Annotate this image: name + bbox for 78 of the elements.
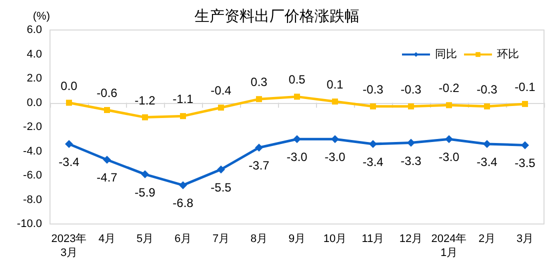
point (408, 103, 414, 110)
x-tick-label: 6月 (174, 233, 192, 245)
data-label: -1.2 (134, 93, 156, 108)
point (255, 144, 263, 152)
point (217, 165, 225, 174)
y-tick-label: 6.0 (26, 24, 42, 36)
point (484, 103, 490, 110)
data-label: -3.7 (248, 158, 270, 173)
x-tick-label: 9月 (288, 233, 306, 245)
data-label: -0.3 (400, 82, 422, 96)
y-tick-label: -8.0 (23, 194, 42, 206)
y-tick-label: -10.0 (16, 218, 42, 230)
data-label: 0.0 (60, 78, 78, 93)
data-label: -0.2 (438, 81, 460, 96)
data-label: -0.3 (362, 82, 384, 96)
point (142, 114, 148, 120)
data-label: -0.6 (96, 86, 118, 100)
legend-label: 同比 (435, 48, 457, 60)
y-tick-label: -2.0 (23, 121, 42, 133)
y-tick-label: -4.0 (23, 145, 42, 158)
x-tick-label: 3月 (516, 233, 534, 245)
point (483, 140, 491, 148)
point (445, 135, 453, 144)
data-label: -0.3 (476, 82, 498, 96)
data-label: -3.0 (324, 150, 346, 164)
point (179, 181, 187, 190)
x-tick-label: 4月 (98, 233, 116, 245)
point (332, 98, 338, 105)
y-axis-title: (%) (32, 10, 50, 22)
y-tick-label: 4.0 (26, 48, 42, 60)
data-label: 0.3 (250, 75, 268, 90)
x-tick-label: 7月 (212, 233, 230, 245)
x-tick-label: 10月 (323, 233, 347, 245)
data-label: -5.9 (134, 185, 156, 200)
point (331, 135, 339, 144)
data-label: -3.0 (286, 150, 308, 164)
point (522, 100, 528, 107)
y-tick-label: -6.0 (23, 170, 42, 182)
data-label: -3.4 (58, 154, 80, 169)
data-label: -3.5 (514, 156, 536, 170)
data-label: -6.8 (172, 196, 194, 210)
data-label: -3.0 (438, 150, 460, 164)
point (141, 170, 149, 178)
x-tick-label: 12月 (399, 233, 423, 245)
data-label: -1.1 (172, 92, 194, 106)
chart-title: 生产资料出厂价格涨跌幅 (194, 8, 360, 25)
x-tick-label: 2024年 1月 (431, 233, 467, 259)
y-tick-label: 0.0 (26, 96, 42, 109)
legend-label: 环比 (497, 48, 519, 60)
point (407, 138, 415, 147)
point (103, 156, 111, 164)
data-label: 0.1 (326, 78, 344, 92)
point (446, 102, 452, 108)
x-tick-label: 2023年 3月 (51, 233, 87, 259)
x-tick-label: 5月 (136, 233, 154, 245)
data-label: -5.5 (210, 180, 232, 194)
point (104, 107, 110, 114)
data-label: 0.5 (288, 72, 306, 87)
y-tick-label: 2.0 (26, 72, 42, 84)
x-tick-label: 2月 (478, 233, 496, 245)
point (218, 104, 224, 111)
data-label: -0.1 (514, 80, 536, 94)
point (66, 100, 72, 106)
point (370, 103, 376, 110)
data-label: -4.7 (96, 170, 118, 185)
point (521, 141, 529, 150)
data-label: -3.3 (400, 154, 422, 168)
point (256, 96, 262, 102)
point (180, 113, 186, 120)
data-label: -3.4 (362, 154, 384, 169)
x-tick-label: 8月 (250, 233, 268, 245)
point (293, 135, 301, 144)
point (369, 140, 377, 148)
point (294, 94, 300, 100)
x-tick-label: 11月 (362, 233, 384, 245)
data-label: -0.4 (210, 84, 232, 98)
data-label: -3.4 (476, 154, 498, 169)
point (65, 140, 73, 148)
